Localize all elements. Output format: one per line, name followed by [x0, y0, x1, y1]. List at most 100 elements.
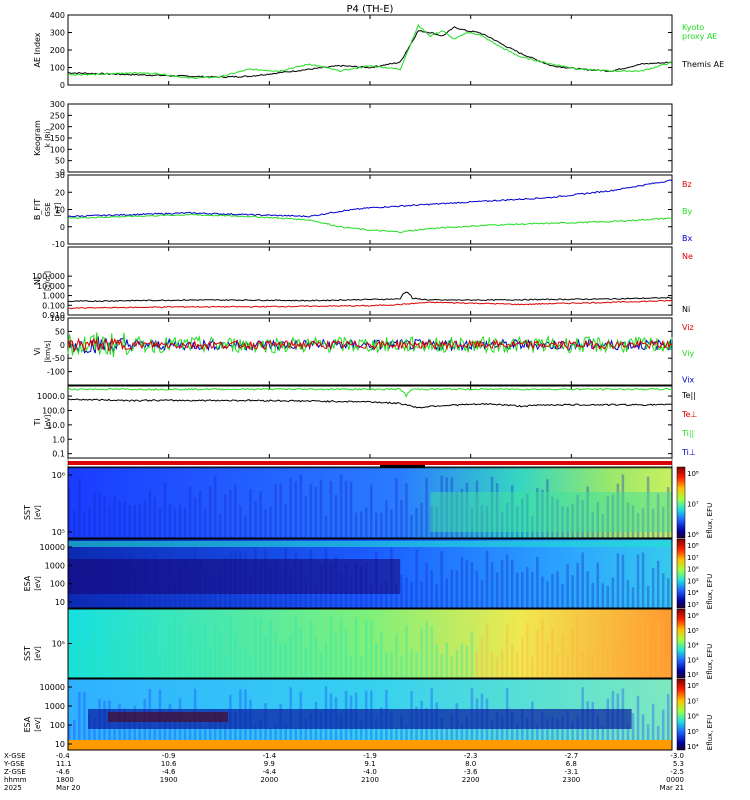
ylabel-keogram: Keogram	[33, 120, 42, 156]
ytick-label: 100.0	[42, 406, 65, 415]
colorbar-tick-label: 10³	[687, 656, 699, 664]
ytick-label: 0	[60, 168, 65, 177]
frame-temperature	[67, 385, 673, 459]
panel-esa_ion: 10000 1000 100 10 ESA [eV] 10⁸ 10⁷ 10⁶ 10⁵ 10⁴ 10³ E…	[23, 538, 714, 609]
series-ti--	[67, 387, 673, 399]
ylabel2-bfield: GSE	[44, 202, 52, 216]
ytick-label: 150	[50, 134, 65, 143]
ylabel2-sst_elec: [eV]	[34, 646, 42, 661]
colorbar-tick-label: 10⁴	[687, 743, 699, 751]
low-energy-band	[68, 740, 672, 750]
ylabel-esa_elec: ESA	[23, 716, 32, 732]
legend-entry: Te||	[681, 391, 696, 400]
ytick-label: 10	[55, 598, 65, 607]
panel-keogram: 0 50 100 150 200 250 300 Keogram k (Ri)	[33, 100, 673, 177]
footer-value: -1.4	[262, 752, 276, 760]
ytick-label: 1.000	[42, 292, 65, 301]
panel-velocity: -100 -50 0 50 100 Vi [km/s] Viz Viy Vix	[33, 314, 695, 386]
ytick-label: -10	[52, 240, 65, 249]
ytick-label: 50	[55, 157, 65, 166]
ylabel-sst_elec: SST	[23, 646, 32, 661]
mode-bar-red	[68, 461, 672, 465]
frame-bfield	[67, 174, 673, 245]
ytick-label: 100	[50, 145, 65, 154]
ytick-label: 100	[50, 580, 65, 589]
footer-value: -2.3	[464, 752, 478, 760]
ytick-label: 30	[55, 171, 65, 180]
ytick-label: 0	[60, 341, 65, 350]
legend-entry: Bz	[682, 180, 692, 189]
footer-value: 9.1	[364, 760, 375, 768]
frame-velocity	[67, 317, 673, 386]
series-ni	[67, 291, 673, 303]
legend-entry: Kyoto	[682, 23, 704, 32]
ytick-label: 100.000	[32, 272, 65, 281]
ytick-label: 400	[50, 11, 65, 20]
footer-row-label: 2025	[4, 784, 22, 792]
ytick-label: 10	[55, 206, 65, 215]
footer-value: 2100	[361, 776, 379, 784]
footer-value: 9.9	[264, 760, 275, 768]
footer-value: -4.6	[162, 768, 176, 776]
ylabel3-bfield: [nT]	[54, 202, 62, 216]
dark-band	[68, 559, 401, 594]
ylabel2-velocity: [km/s]	[44, 340, 52, 363]
colorbar-tick-label: 10⁸	[687, 542, 699, 550]
frame-ae	[67, 14, 673, 86]
footer-value: -4.6	[56, 768, 70, 776]
footer-value: -3.1	[564, 768, 578, 776]
ytick-label: 0.1	[52, 450, 65, 459]
panel-sst_ion: 10⁶ 10⁵ SST [eV] 10⁸ 10⁷ 10⁶ Eflux, EFU	[23, 466, 714, 539]
colorbar-sst_elec	[676, 608, 686, 679]
frame-keogram	[67, 103, 673, 173]
ylabel2-sst_ion: [eV]	[34, 505, 42, 520]
series-ne	[67, 299, 673, 310]
ytick-label: 1000	[45, 702, 65, 711]
frame-esa_elec	[67, 678, 673, 751]
footer-value: -4.0	[363, 768, 377, 776]
ytick-label: 10⁶	[52, 471, 65, 480]
colorbar-esa_elec	[676, 678, 686, 751]
series-proxy-ae	[67, 23, 673, 80]
ytick-label: 10⁵	[52, 640, 65, 649]
legend-entry: Bx	[682, 234, 692, 243]
colorbar-sst_ion	[676, 466, 686, 539]
panel-temperature: 0.1 1.0 10.0 100.0 1000.0 Ti [eV] Te|| Te⊥ Ti|| Ti…	[33, 385, 697, 459]
footer-value: Mar 20	[56, 784, 80, 792]
ytick-label: 300	[50, 100, 65, 109]
colorbar-tick-label: 10⁷	[687, 554, 699, 562]
series-viy	[67, 332, 673, 358]
footer-value: -4.4	[262, 768, 276, 776]
footer-value: 2000	[260, 776, 278, 784]
mode-bar-frame	[67, 457, 673, 469]
legend-entry: Viy	[682, 349, 695, 358]
ytick-label: 0	[60, 223, 65, 232]
legend-entry: Vix	[682, 375, 695, 384]
footer-value: -2.7	[564, 752, 578, 760]
mode-bar	[67, 457, 673, 469]
colorbar-tick-label: 10⁵	[687, 728, 699, 736]
footer-value: -3.0	[670, 752, 684, 760]
footer-value: -0.9	[162, 752, 176, 760]
panel-esa_elec: 10000 1000 100 10 ESA [eV] 10⁸ 10⁷ 10⁶ 10⁵ 10⁴ Eflu…	[23, 678, 714, 751]
plot-title: P4 (TH-E)	[347, 4, 394, 15]
frame-density	[67, 246, 673, 316]
ytick-label: 0	[60, 81, 65, 90]
ylabel-esa_ion: ESA	[23, 575, 32, 591]
series-bx	[67, 179, 673, 218]
footer-row-label: Z-GSE	[4, 768, 26, 776]
colorbar-tick-label: 10⁸	[687, 682, 699, 690]
colorbar-tick-label: 10⁵	[687, 627, 699, 635]
legend-entry: By	[682, 207, 692, 216]
dark-band-core	[108, 712, 228, 722]
colorbar-tick-label: 10⁵	[687, 577, 699, 585]
footer-value: -1.9	[363, 752, 377, 760]
series-vix	[67, 336, 673, 354]
ytick-label: 300	[50, 29, 65, 38]
legend-entry: Ti||	[681, 429, 694, 438]
footer-value: -0.4	[56, 752, 70, 760]
series-by	[67, 213, 673, 234]
footer-row-label: hhmm	[4, 776, 27, 784]
ylabel2-temperature: [eV]	[44, 414, 52, 429]
